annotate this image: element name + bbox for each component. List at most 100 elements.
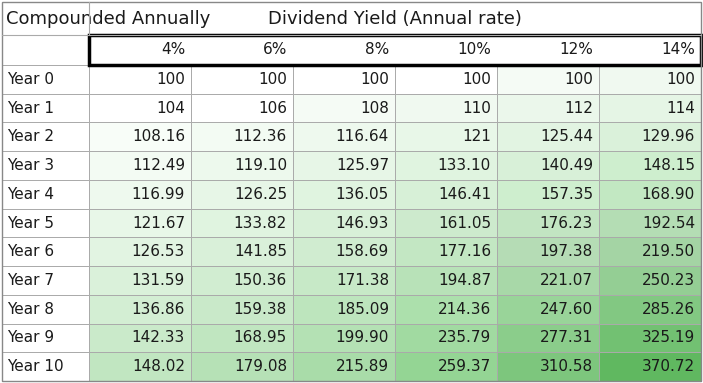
Bar [191, 151, 293, 180]
Bar [293, 180, 395, 209]
Text: Year 10: Year 10 [7, 359, 64, 374]
Text: 177.16: 177.16 [438, 244, 491, 259]
Bar [2, 352, 89, 381]
Text: 108: 108 [360, 101, 389, 116]
Text: 112.36: 112.36 [234, 129, 287, 144]
Bar [293, 324, 395, 352]
Bar [599, 209, 701, 237]
Text: Year 4: Year 4 [7, 187, 54, 202]
Text: 140.49: 140.49 [540, 158, 593, 173]
Text: 116.99: 116.99 [131, 187, 185, 202]
Text: 185.09: 185.09 [336, 302, 389, 317]
Bar [395, 237, 497, 266]
Bar [395, 94, 497, 123]
Text: 129.96: 129.96 [642, 129, 695, 144]
Bar [89, 352, 191, 381]
Text: 277.31: 277.31 [540, 331, 593, 345]
Bar [89, 266, 191, 295]
Bar [497, 266, 599, 295]
Bar [497, 295, 599, 324]
Text: 121: 121 [462, 129, 491, 144]
Text: 199.90: 199.90 [335, 331, 389, 345]
Bar [293, 209, 395, 237]
Bar [599, 295, 701, 324]
Bar [89, 151, 191, 180]
Text: 126.25: 126.25 [234, 187, 287, 202]
Bar [599, 180, 701, 209]
Text: 119.10: 119.10 [234, 158, 287, 173]
Text: 125.97: 125.97 [336, 158, 389, 173]
Bar [497, 151, 599, 180]
Text: 219.50: 219.50 [642, 244, 695, 259]
Text: 285.26: 285.26 [642, 302, 695, 317]
Bar [599, 266, 701, 295]
Text: 142.33: 142.33 [131, 331, 185, 345]
Bar [599, 237, 701, 266]
Bar [2, 209, 89, 237]
Text: 100: 100 [360, 72, 389, 87]
Bar [395, 123, 497, 151]
Text: Year 6: Year 6 [7, 244, 54, 259]
Bar [89, 209, 191, 237]
Text: 150.36: 150.36 [234, 273, 287, 288]
Bar [395, 266, 497, 295]
Bar [191, 94, 293, 123]
Text: 14%: 14% [661, 43, 695, 57]
Text: 194.87: 194.87 [438, 273, 491, 288]
Bar [395, 324, 497, 352]
Bar [293, 151, 395, 180]
Bar [293, 237, 395, 266]
Bar [293, 65, 395, 94]
Text: 114: 114 [666, 101, 695, 116]
Bar [2, 65, 89, 94]
Bar [191, 123, 293, 151]
Text: 141.85: 141.85 [234, 244, 287, 259]
Text: 6%: 6% [263, 43, 287, 57]
Bar [2, 324, 89, 352]
Bar [599, 65, 701, 94]
Text: 133.82: 133.82 [234, 216, 287, 231]
Bar [2, 2, 89, 35]
Text: 10%: 10% [457, 43, 491, 57]
Bar [395, 151, 497, 180]
Bar [497, 180, 599, 209]
Text: Year 7: Year 7 [7, 273, 54, 288]
Text: 110: 110 [462, 101, 491, 116]
Text: 104: 104 [156, 101, 185, 116]
Text: 126.53: 126.53 [131, 244, 185, 259]
Text: 100: 100 [666, 72, 695, 87]
Text: Year 9: Year 9 [7, 331, 54, 345]
Text: 4%: 4% [161, 43, 185, 57]
Text: Year 0: Year 0 [7, 72, 54, 87]
Text: 168.95: 168.95 [234, 331, 287, 345]
Text: 250.23: 250.23 [642, 273, 695, 288]
Text: 100: 100 [564, 72, 593, 87]
Text: 171.38: 171.38 [336, 273, 389, 288]
Bar [395, 295, 497, 324]
Text: Year 8: Year 8 [7, 302, 54, 317]
Bar [599, 94, 701, 123]
Bar [191, 180, 293, 209]
Text: 112: 112 [564, 101, 593, 116]
Bar [191, 295, 293, 324]
Bar [395, 180, 497, 209]
Bar [599, 352, 701, 381]
Bar [89, 94, 191, 123]
Bar [2, 94, 89, 123]
Bar [293, 266, 395, 295]
Bar [2, 295, 89, 324]
Text: 157.35: 157.35 [540, 187, 593, 202]
Text: Year 5: Year 5 [7, 216, 54, 231]
Text: 146.93: 146.93 [335, 216, 389, 231]
Bar [89, 324, 191, 352]
Bar [395, 352, 497, 381]
Bar [2, 35, 89, 65]
Text: 197.38: 197.38 [540, 244, 593, 259]
Bar [2, 151, 89, 180]
Text: 214.36: 214.36 [438, 302, 491, 317]
Text: Year 3: Year 3 [7, 158, 54, 173]
Bar [497, 352, 599, 381]
Bar [293, 295, 395, 324]
Bar [191, 65, 293, 94]
Bar [497, 65, 599, 94]
